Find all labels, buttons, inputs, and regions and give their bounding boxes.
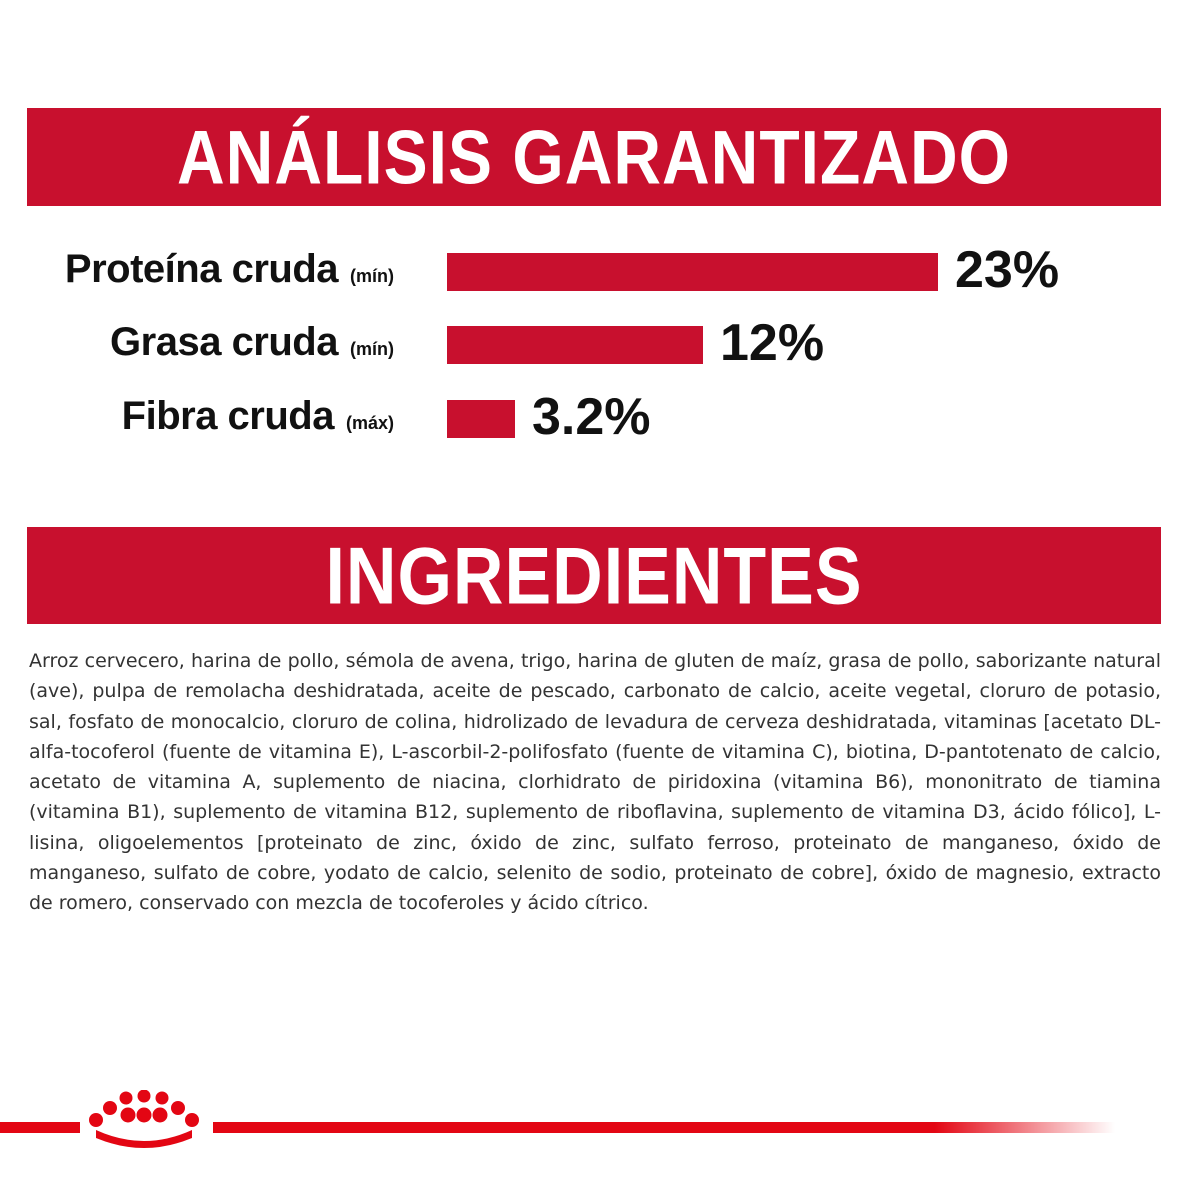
category-name: Proteína cruda [64,247,339,291]
analysis-title: ANÁLISIS GARANTIZADO [177,114,1011,200]
category-label: Grasa cruda (mín) [110,320,394,365]
royal-canin-crown-icon [89,1090,199,1148]
bar [447,326,703,364]
footer-line-right [213,1122,1115,1133]
category-qualifier: (mín) [350,339,394,359]
category-name: Grasa cruda [110,320,338,364]
bar [447,400,515,438]
ingredients-list: Arroz cervecero, harina de pollo, sémola… [29,650,1161,915]
ingredients-title: INGREDIENTES [325,530,863,621]
category-qualifier: (máx) [345,413,394,433]
category-name: Fibra cruda [121,394,335,438]
category-label: Proteína cruda (mín) [65,247,394,292]
value-label: 23% [955,241,1060,299]
category-label: Fibra cruda (máx) [122,394,394,439]
value-label: 12% [720,314,825,372]
footer-line-left [0,1122,80,1133]
value-label: 3.2% [532,388,651,446]
analysis-chart: Proteína cruda (mín) 23% Grasa cruda (mín) 12… [0,235,1184,460]
bar [447,253,938,291]
ingredients-banner: INGREDIENTES [27,527,1161,624]
footer-decoration [0,1122,1115,1133]
analysis-banner: ANÁLISIS GARANTIZADO [27,108,1161,206]
category-qualifier: (mín) [350,266,394,286]
